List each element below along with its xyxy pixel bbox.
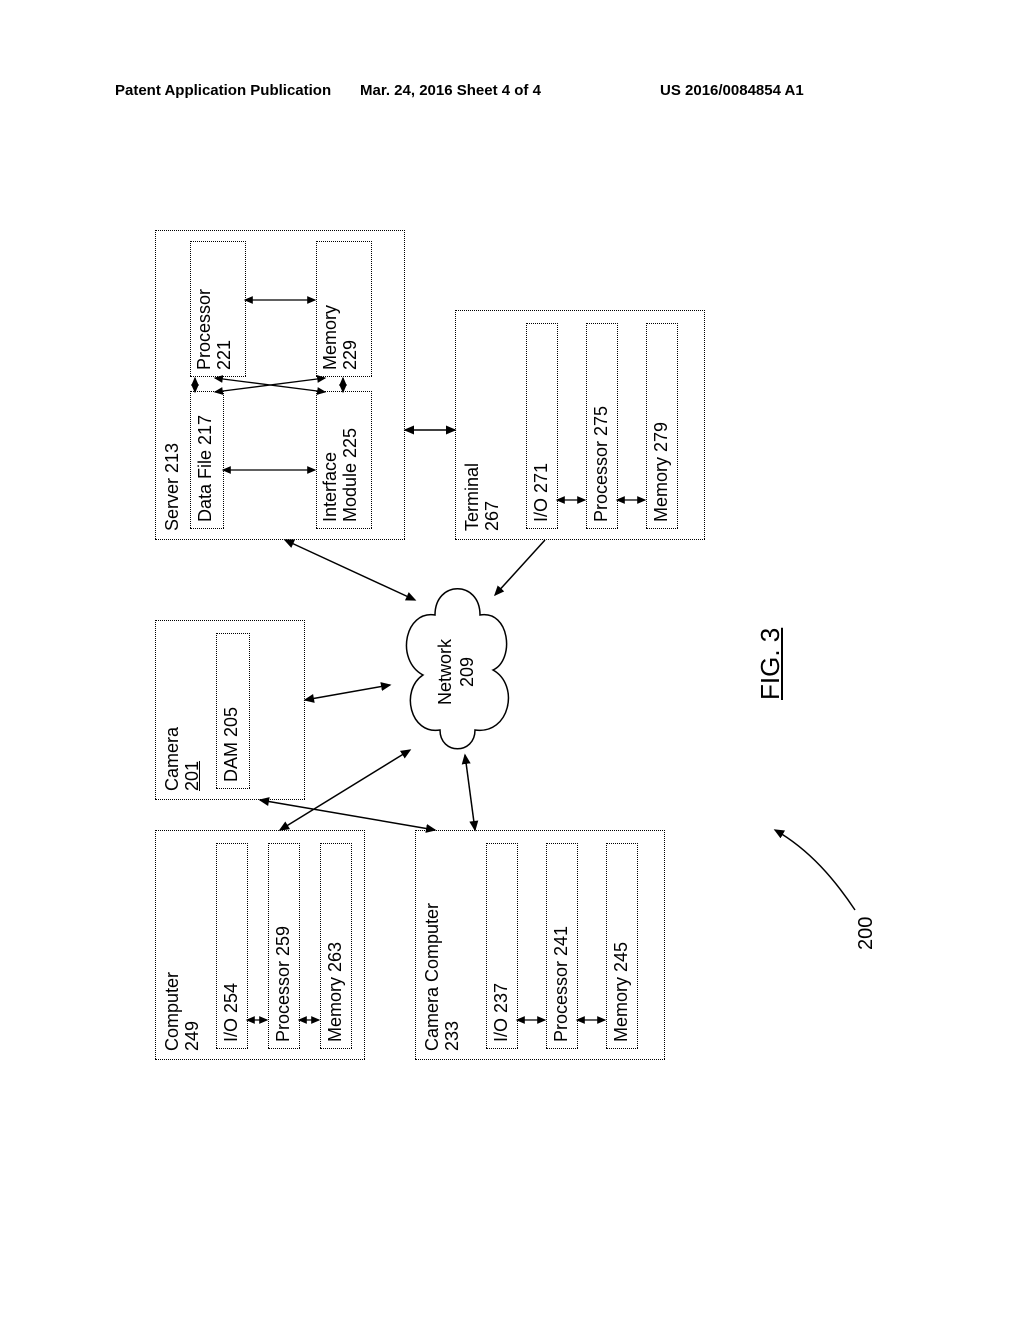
server-mem: Memory 229 bbox=[316, 241, 372, 377]
terminal-mem: Memory 279 bbox=[646, 323, 678, 529]
page: Patent Application Publication Mar. 24, … bbox=[0, 0, 1024, 1320]
computer-title: Computer bbox=[162, 972, 184, 1051]
server-if-l1: Interface bbox=[320, 452, 340, 522]
server-datafile: Data File 217 bbox=[190, 391, 224, 529]
header-right: US 2016/0084854 A1 bbox=[660, 82, 804, 99]
page-header: Patent Application Publication Mar. 24, … bbox=[0, 82, 1024, 106]
computer-num: 249 bbox=[182, 1021, 204, 1051]
header-left: Patent Application Publication bbox=[115, 82, 331, 99]
server-if-l2: Module 225 bbox=[340, 428, 360, 522]
camcomp-mem: Memory 245 bbox=[606, 843, 638, 1049]
camera-title: Camera bbox=[162, 727, 184, 791]
server-proc: Processor 221 bbox=[190, 241, 246, 377]
network-num: 209 bbox=[457, 657, 477, 687]
camcomp-proc: Processor 241 bbox=[546, 843, 578, 1049]
server-title: Server 213 bbox=[162, 443, 184, 531]
computer-box: Computer 249 I/O 254 Processor 259 Memor… bbox=[155, 830, 365, 1060]
server-proc-l1: Processor bbox=[194, 289, 214, 370]
computer-mem: Memory 263 bbox=[320, 843, 352, 1049]
terminal-proc: Processor 275 bbox=[586, 323, 618, 529]
camera-num: 201 bbox=[182, 761, 204, 791]
system-diagram: 200 Computer 249 I/O 254 Processor 259 bbox=[115, 200, 915, 1100]
terminal-io: I/O 271 bbox=[526, 323, 558, 529]
server-proc-l2: 221 bbox=[214, 340, 234, 370]
camera-box: Camera 201 DAM 205 bbox=[155, 620, 305, 800]
computer-proc: Processor 259 bbox=[268, 843, 300, 1049]
terminal-num: 267 bbox=[482, 501, 504, 531]
server-mem-l2: 229 bbox=[340, 340, 360, 370]
camcomp-io: I/O 237 bbox=[486, 843, 518, 1049]
figure-caption: FIG. 3 bbox=[755, 628, 786, 700]
computer-io: I/O 254 bbox=[216, 843, 248, 1049]
header-mid: Mar. 24, 2016 Sheet 4 of 4 bbox=[360, 82, 541, 99]
terminal-title: Terminal bbox=[462, 463, 484, 531]
camcomp-title: Camera Computer bbox=[422, 903, 444, 1051]
ref-200: 200 bbox=[855, 917, 878, 950]
server-mem-l1: Memory bbox=[320, 305, 340, 370]
terminal-box: Terminal 267 I/O 271 Processor 275 Memor… bbox=[455, 310, 705, 540]
camcomp-num: 233 bbox=[442, 1021, 464, 1051]
network-label: Network 209 bbox=[435, 639, 478, 705]
server-box: Server 213 Data File 217 Processor 221 I… bbox=[155, 230, 405, 540]
server-interface: Interface Module 225 bbox=[316, 391, 372, 529]
camera-dam: DAM 205 bbox=[216, 633, 250, 789]
network-text: Network bbox=[435, 639, 455, 705]
camcomp-box: Camera Computer 233 I/O 237 Processor 24… bbox=[415, 830, 665, 1060]
network-cloud: Network 209 bbox=[385, 580, 525, 760]
diagram-container: 200 Computer 249 I/O 254 Processor 259 bbox=[115, 200, 915, 1100]
